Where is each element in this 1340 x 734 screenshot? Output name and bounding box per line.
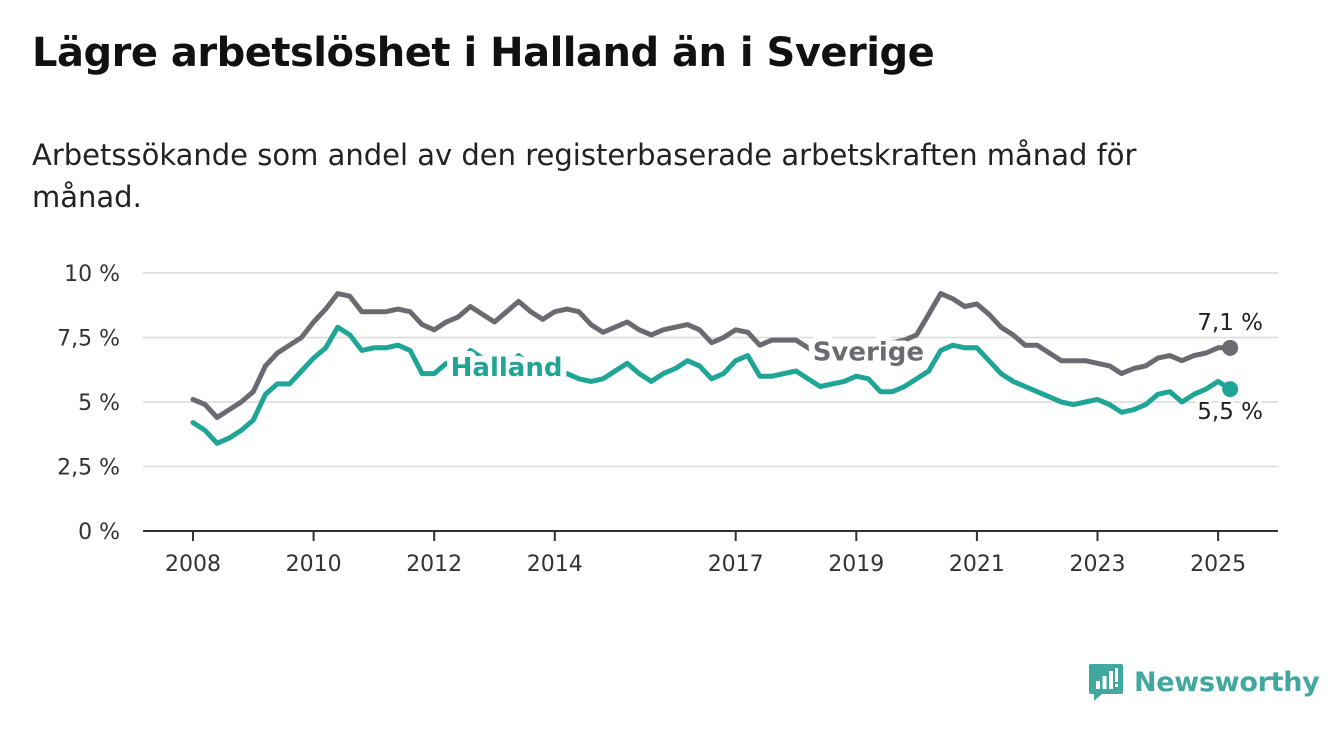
y-axis: 0 % 2,5 % 5 % 7,5 % 10 %: [57, 262, 120, 545]
y-tick-label: 2,5 %: [57, 456, 120, 481]
x-tick-label: 2021: [949, 552, 1005, 577]
y-tick-label: 10 %: [64, 262, 120, 287]
series-line-halland: [190, 324, 1233, 446]
chart-subtitle: Arbetssökande som andel av den registerb…: [32, 138, 1137, 214]
end-value-label: 7,1 %: [1197, 310, 1263, 336]
x-tick-label: 2014: [527, 552, 583, 577]
series-end-marker-sverige: [1222, 339, 1239, 356]
brand-logo[interactable]: Newsworthy: [1088, 660, 1320, 704]
x-tick-label: 2025: [1190, 552, 1246, 577]
y-tick-label: 5 %: [78, 391, 120, 416]
series-lines: [190, 291, 1239, 446]
x-tick-label: 2023: [1070, 552, 1126, 577]
y-tick-label: 7,5 %: [57, 327, 120, 352]
x-tick-label: 2017: [708, 552, 764, 577]
end-value-label: 5,5 %: [1197, 399, 1263, 425]
x-tick-label: 2008: [165, 552, 221, 577]
y-tick-label: 0 %: [78, 520, 120, 545]
series-label-halo: Halland: [451, 353, 563, 383]
x-axis: 2008 2010 2012 2014 2017 2019 2021 2023 2025: [143, 530, 1278, 577]
newsworthy-logo-icon: [1089, 664, 1123, 701]
x-tick-label: 2010: [286, 552, 342, 577]
series-label-sverige: Sverige: [813, 337, 924, 367]
series-line-sverige: [190, 291, 1233, 420]
series-label-halland: Halland: [451, 353, 563, 383]
gridlines: [143, 272, 1278, 468]
series-end-marker-halland: [1222, 381, 1239, 398]
x-tick-label: 2019: [828, 552, 884, 577]
brand-name: Newsworthy: [1134, 666, 1320, 698]
chart-title: Lägre arbetslöshet i Halland än i Sverig…: [32, 30, 935, 76]
x-tick-label: 2012: [406, 552, 462, 577]
series-label-halo: Sverige: [813, 337, 924, 367]
